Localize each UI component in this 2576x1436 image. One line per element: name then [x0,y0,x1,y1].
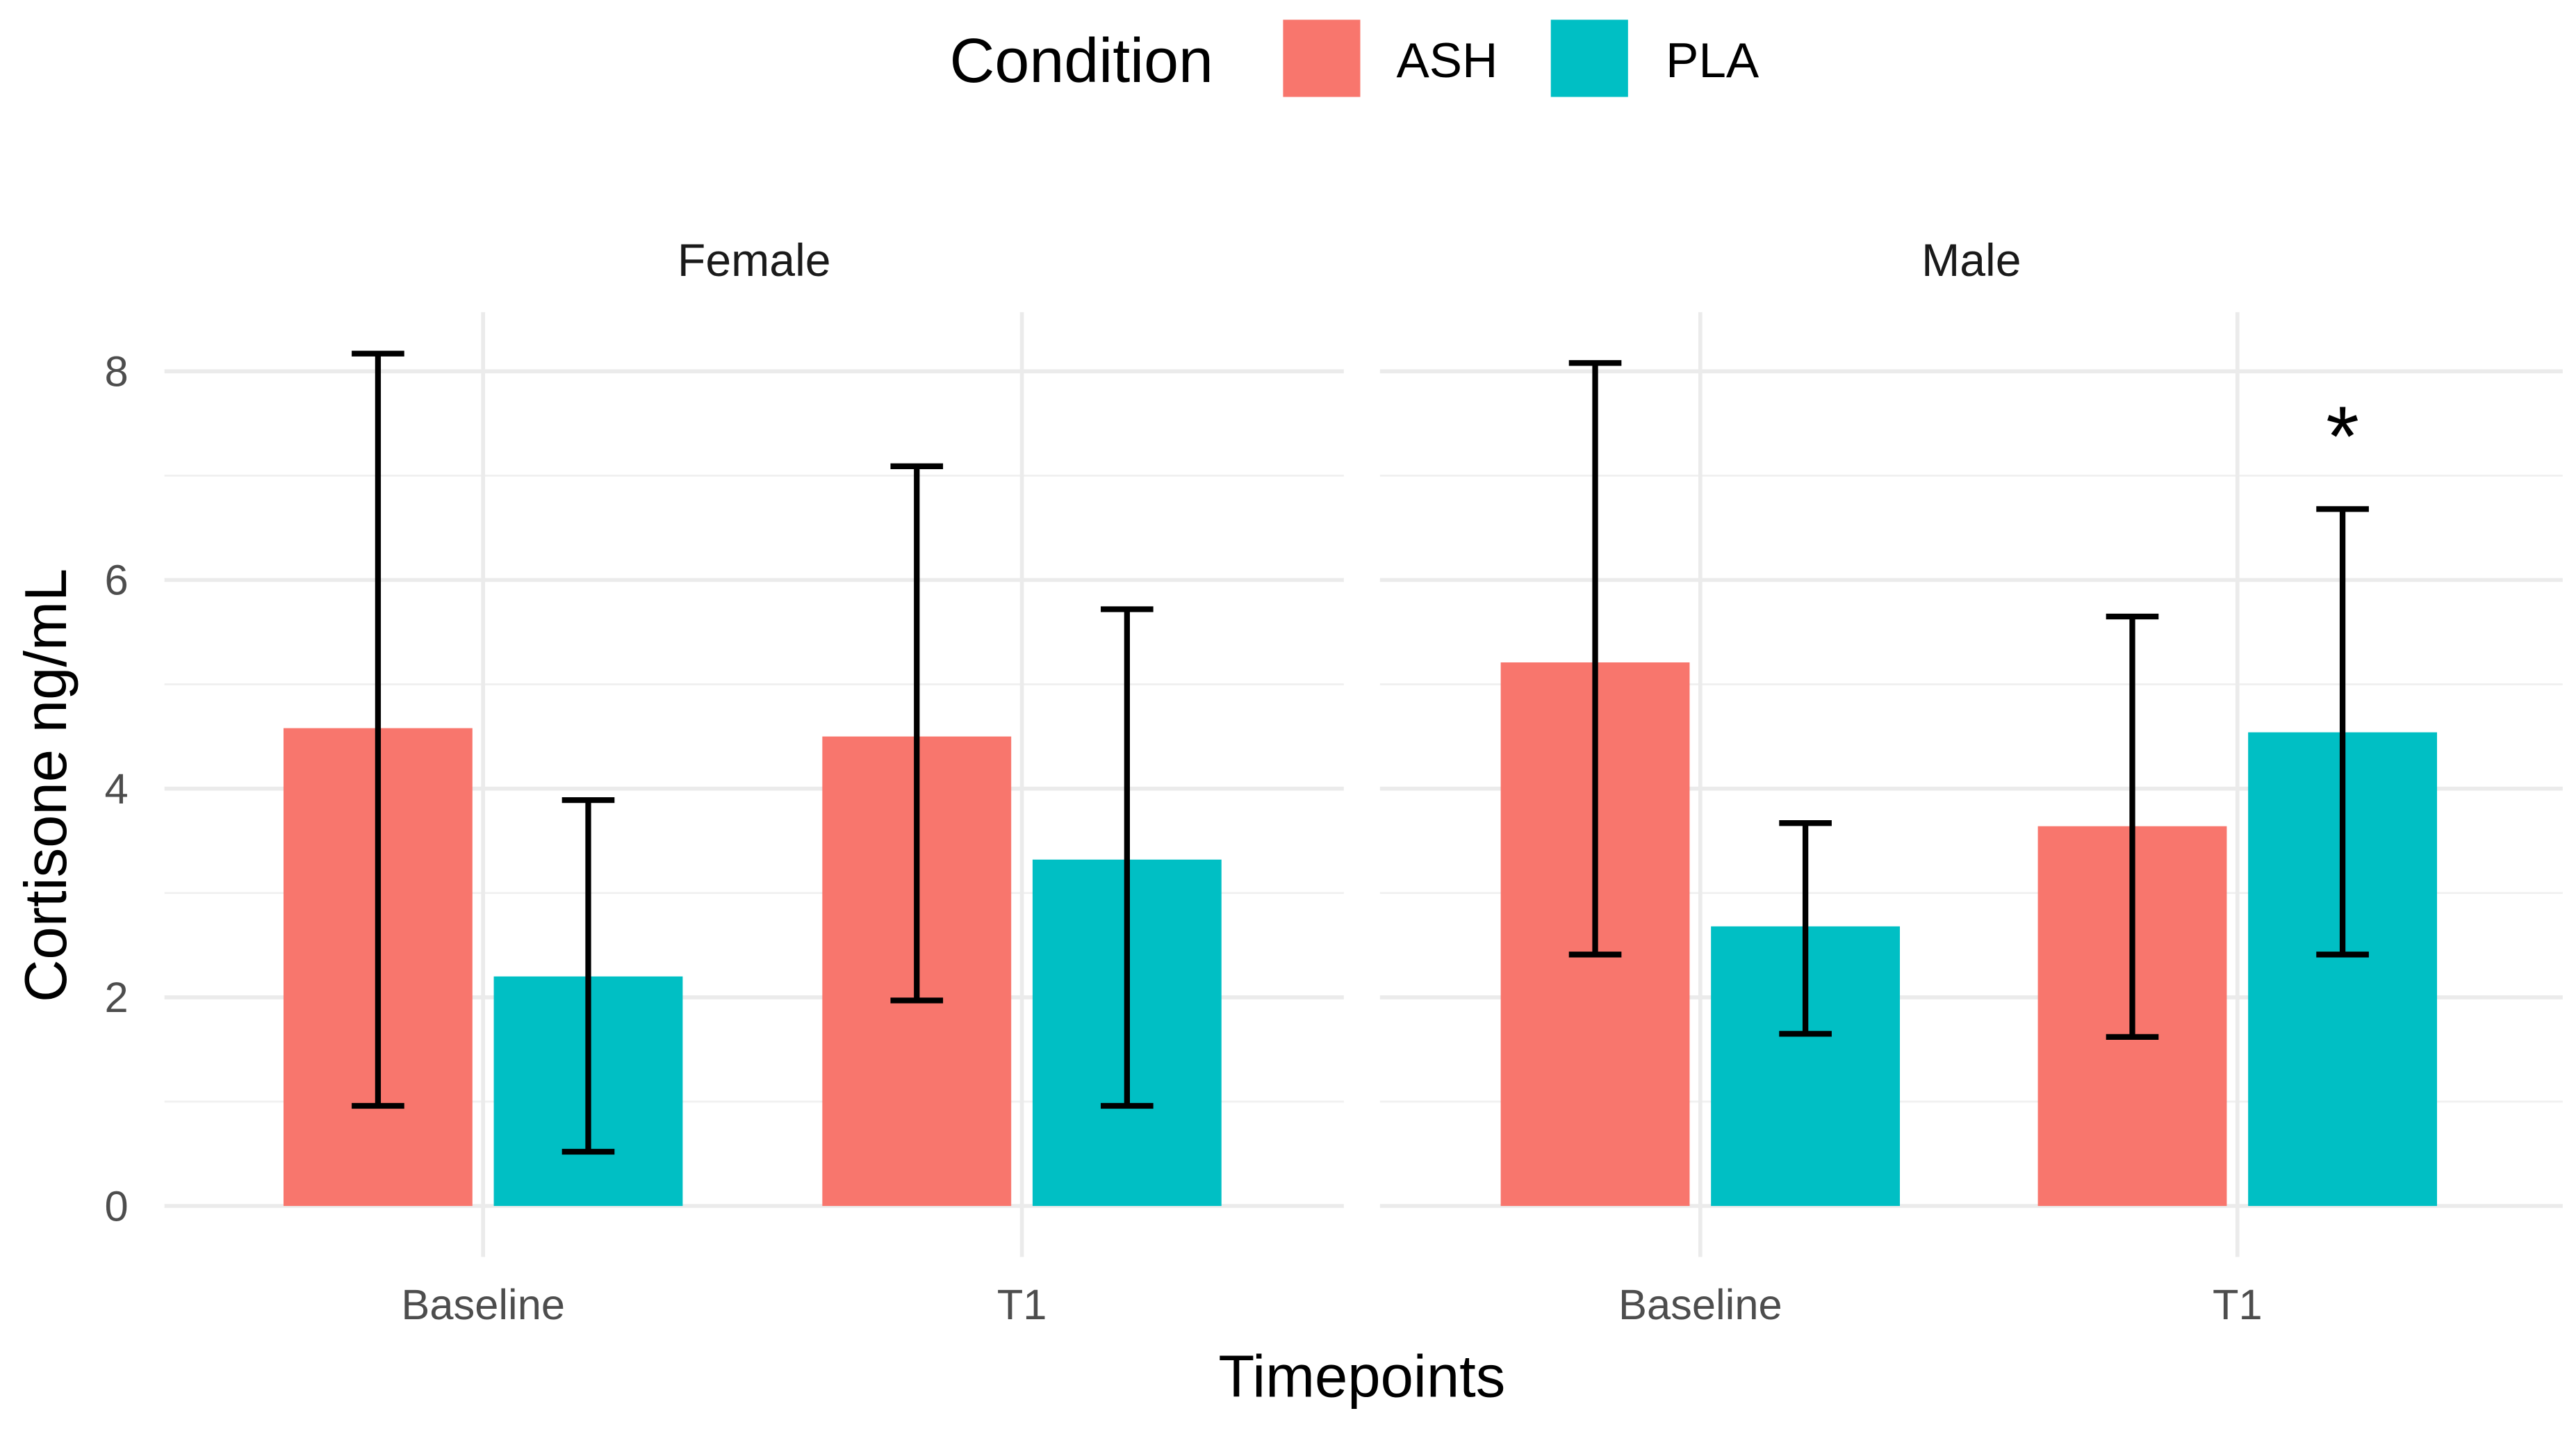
error-bar [561,797,615,1155]
y-tick-label: 0 [104,1182,128,1230]
facet-label-female: Female [678,235,831,286]
legend-title: Condition [950,26,1213,96]
legend-swatch-pla [1550,19,1628,97]
x-tick-label: Baseline [401,1281,565,1329]
error-bar [890,463,944,1004]
facet-label-male: Male [1921,235,2021,286]
legend-label-pla: PLA [1666,33,1759,88]
error-bar [352,350,404,1109]
significance-asterisk: * [2326,389,2359,484]
legend-label-ash: ASH [1397,33,1498,88]
error-bar [1568,360,1622,958]
error-bar [2316,506,2369,958]
error-bar [2106,613,2159,1041]
y-axis-title: Cortisone ng/mL [13,569,79,1002]
error-bar [1101,606,1154,1109]
x-axis-title: Timepoints [1218,1344,1505,1410]
y-tick-label: 4 [104,765,128,813]
error-bar [1779,820,1832,1037]
legend-swatch-ash [1283,19,1361,97]
x-tick-label: Baseline [1618,1281,1782,1329]
y-tick-label: 8 [104,348,128,396]
y-tick-label: 6 [104,557,128,605]
legend: Condition ASH PLA [950,19,1759,97]
x-tick-label: T1 [2213,1281,2263,1329]
y-tick-label: 2 [104,974,128,1022]
x-tick-label: T1 [997,1281,1047,1329]
